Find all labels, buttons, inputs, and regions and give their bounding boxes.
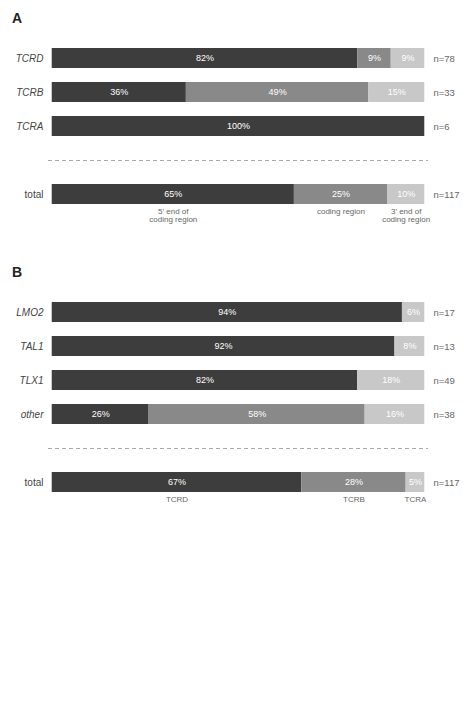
svg-text:82%: 82% bbox=[196, 53, 214, 63]
svg-text:6%: 6% bbox=[407, 307, 420, 317]
svg-text:16%: 16% bbox=[386, 409, 404, 419]
svg-text:92%: 92% bbox=[215, 341, 233, 351]
svg-text:65%: 65% bbox=[164, 189, 182, 199]
svg-text:94%: 94% bbox=[218, 307, 236, 317]
svg-text:5' end ofcoding region: 5' end ofcoding region bbox=[149, 207, 197, 224]
svg-text:26%: 26% bbox=[92, 409, 110, 419]
svg-text:100%: 100% bbox=[227, 121, 250, 131]
html-text:B: B bbox=[12, 264, 23, 280]
svg-text:n=78: n=78 bbox=[434, 53, 455, 64]
svg-text:9%: 9% bbox=[402, 53, 415, 63]
svg-text:5%: 5% bbox=[409, 477, 422, 487]
svg-text:coding region: coding region bbox=[317, 207, 365, 216]
svg-text:LMO2: LMO2 bbox=[16, 307, 44, 318]
svg-text:67%: 67% bbox=[168, 477, 186, 487]
svg-text:10%: 10% bbox=[397, 189, 415, 199]
svg-text:TCRB: TCRB bbox=[343, 495, 365, 504]
svg-text:3' end ofcoding region: 3' end ofcoding region bbox=[382, 207, 430, 224]
svg-text:25%: 25% bbox=[332, 189, 350, 199]
svg-text:36%: 36% bbox=[110, 87, 128, 97]
svg-text:TAL1: TAL1 bbox=[20, 341, 43, 352]
svg-text:TCRB: TCRB bbox=[16, 87, 44, 98]
svg-text:n=49: n=49 bbox=[434, 375, 455, 386]
svg-text:n=117: n=117 bbox=[434, 477, 460, 488]
html-text:A: A bbox=[12, 10, 23, 26]
svg-text:8%: 8% bbox=[403, 341, 416, 351]
svg-text:49%: 49% bbox=[269, 87, 287, 97]
svg-text:total: total bbox=[25, 189, 44, 200]
svg-text:TCRA: TCRA bbox=[16, 121, 44, 132]
svg-text:n=17: n=17 bbox=[434, 307, 455, 318]
svg-text:15%: 15% bbox=[388, 87, 406, 97]
svg-text:TLX1: TLX1 bbox=[20, 375, 44, 386]
svg-text:n=13: n=13 bbox=[434, 341, 455, 352]
svg-text:n=33: n=33 bbox=[434, 87, 455, 98]
svg-text:58%: 58% bbox=[248, 409, 266, 419]
svg-text:9%: 9% bbox=[368, 53, 381, 63]
svg-text:n=117: n=117 bbox=[434, 189, 460, 200]
svg-text:total: total bbox=[25, 477, 44, 488]
svg-text:TCRD: TCRD bbox=[16, 53, 44, 64]
svg-text:TCRA: TCRA bbox=[405, 495, 427, 504]
svg-text:n=38: n=38 bbox=[434, 409, 455, 420]
svg-text:n=6: n=6 bbox=[434, 121, 450, 132]
svg-text:28%: 28% bbox=[345, 477, 363, 487]
svg-text:18%: 18% bbox=[382, 375, 400, 385]
svg-text:TCRD: TCRD bbox=[166, 495, 188, 504]
svg-text:other: other bbox=[21, 409, 44, 420]
svg-text:82%: 82% bbox=[196, 375, 214, 385]
